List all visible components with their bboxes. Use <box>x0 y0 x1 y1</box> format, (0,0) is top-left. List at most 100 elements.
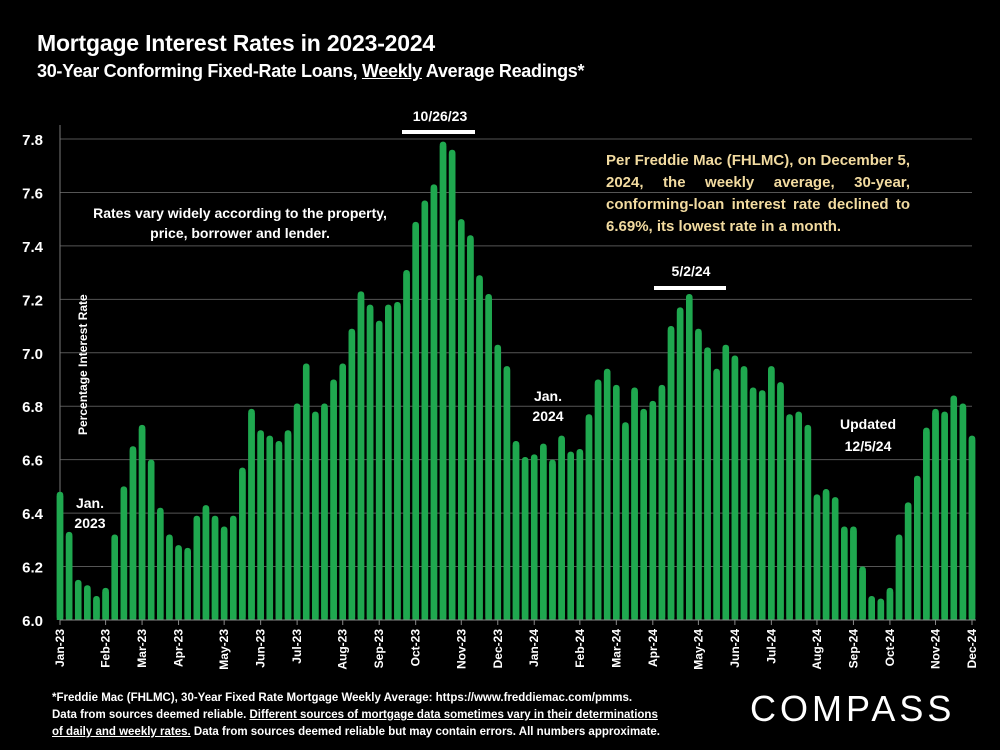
x-tick-label: Feb-23 <box>99 629 113 668</box>
freddie-mac-note: Per Freddie Mac (FHLMC), on December 5, … <box>606 152 910 235</box>
bar-body <box>65 535 73 620</box>
bar-body <box>366 308 374 620</box>
jan-2023-line1: Jan. <box>75 495 104 511</box>
x-tick-label: Jan-23 <box>53 629 67 667</box>
bar-body <box>129 450 137 620</box>
jan-2024-line2: 2024 <box>532 408 564 424</box>
bar-body <box>56 495 64 620</box>
footer-line1: *Freddie Mac (FHLMC), 30-Year Fixed Rate… <box>52 692 633 704</box>
bar-body <box>804 428 812 620</box>
bar-body <box>147 463 155 620</box>
x-tick-label: Oct-23 <box>409 629 423 667</box>
footer-line2-pre: Data from sources deemed reliable. <box>52 709 250 721</box>
bar-body <box>312 415 319 620</box>
bar-body <box>403 273 410 620</box>
x-tick-label: Mar-23 <box>135 629 149 668</box>
footer-line3-post: Data from sources deemed reliable but ma… <box>190 726 661 738</box>
y-tick-label: 7.2 <box>22 292 43 309</box>
y-tick-label: 6.2 <box>22 560 43 577</box>
bar-body <box>521 460 529 620</box>
bar-body <box>166 538 173 620</box>
bar-body <box>248 412 255 620</box>
bar-body <box>868 599 875 620</box>
bar-body <box>749 391 757 620</box>
y-tick-label: 6.0 <box>22 613 43 630</box>
bar-body <box>84 589 91 620</box>
bar-body <box>585 418 593 620</box>
y-tick-label: 6.6 <box>22 453 43 470</box>
bar-body <box>257 434 264 620</box>
bar-body <box>658 388 666 620</box>
bar-body <box>786 418 793 620</box>
x-tick-label: Jun-24 <box>728 629 742 668</box>
peak-bracket-oct-2023 <box>402 130 475 134</box>
bar-body <box>266 439 274 620</box>
bar-body <box>831 501 839 620</box>
bar-body <box>850 530 857 620</box>
bar-body <box>111 538 119 620</box>
bar-body <box>321 407 328 620</box>
bar-body <box>330 383 337 620</box>
bar-body <box>667 330 675 620</box>
footer-line3: of daily and weekly rates. Data from sou… <box>52 724 742 741</box>
x-tick-label: Jul-24 <box>764 629 778 664</box>
subtitle-underlined: Weekly <box>361 61 422 81</box>
bar-body <box>613 388 620 620</box>
y-tick-label: 6.8 <box>22 399 43 416</box>
bar-body <box>457 223 465 620</box>
bar-body <box>603 372 611 620</box>
bar-body <box>822 493 830 620</box>
bar-body <box>540 447 547 620</box>
bar-body <box>758 394 766 620</box>
x-tick-label: Dec-23 <box>491 629 505 669</box>
bar-body <box>202 509 210 620</box>
footer-line2: Data from sources deemed reliable. Diffe… <box>52 707 742 724</box>
x-tick-label: Nov-23 <box>454 629 468 669</box>
chart-title: Mortgage Interest Rates in 2023-2024 <box>37 30 436 56</box>
bar-body <box>467 239 474 620</box>
bar-body <box>549 463 556 620</box>
bar-body <box>685 297 693 620</box>
subtitle-post: Average Readings* <box>421 61 585 81</box>
footer-notes: *Freddie Mac (FHLMC), 30-Year Fixed Rate… <box>52 690 742 741</box>
bar-body <box>239 471 246 620</box>
x-tick-label: Apr-23 <box>172 629 186 667</box>
x-tick-label: Sep-24 <box>846 629 860 669</box>
bar-body <box>932 412 939 620</box>
bar-body <box>93 599 100 620</box>
y-tick-label: 7.6 <box>22 185 43 202</box>
bar-body <box>622 426 629 620</box>
bar-body <box>193 519 201 620</box>
footer-line3-underlined: of daily and weekly rates. <box>52 726 191 738</box>
bar-body <box>886 591 894 620</box>
subtitle-pre: 30-Year Conforming Fixed-Rate Loans, <box>37 61 362 81</box>
x-tick-label: Feb-24 <box>573 629 587 668</box>
bar-body <box>877 602 885 620</box>
bar-body <box>558 439 565 620</box>
bar-body <box>695 332 702 620</box>
x-tick-label: Aug-23 <box>336 629 350 670</box>
x-tick-label: Nov-24 <box>929 629 943 669</box>
bar-body <box>512 444 520 620</box>
bar-body <box>530 458 538 620</box>
bar-body <box>448 153 456 620</box>
updated-line2: 12/5/24 <box>844 438 892 454</box>
compass-logo: COMPASS <box>750 688 956 729</box>
bar-body <box>813 498 821 620</box>
bar-body <box>768 370 775 620</box>
bar-body <box>503 370 511 620</box>
bar-body <box>676 311 684 620</box>
updated-line1: Updated <box>840 416 896 432</box>
bar-body <box>102 591 109 620</box>
chart-subtitle: 30-Year Conforming Fixed-Rate Loans, Wee… <box>37 61 585 82</box>
x-tick-label: Aug-24 <box>810 629 824 670</box>
updated-label: Updated 12/5/24 <box>828 413 908 457</box>
bar-body <box>138 428 146 620</box>
bar-body <box>704 351 711 620</box>
x-tick-label: Oct-24 <box>883 629 897 667</box>
jan-2023-line2: 2023 <box>74 515 106 531</box>
x-tick-label: Apr-24 <box>646 629 660 667</box>
x-tick-label: May-23 <box>217 629 231 670</box>
y-tick-label: 7.4 <box>22 239 44 256</box>
bar-body <box>439 145 447 620</box>
